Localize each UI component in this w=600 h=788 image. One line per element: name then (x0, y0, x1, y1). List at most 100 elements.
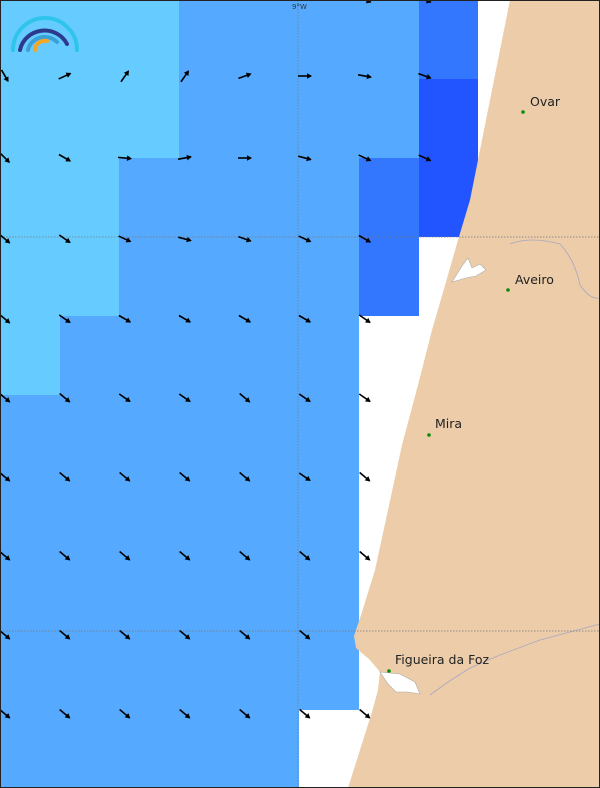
direction-arrow (0, 629, 11, 640)
data-cell (60, 710, 119, 788)
direction-arrow (58, 314, 71, 324)
data-cell (239, 237, 299, 316)
direction-arrow (0, 313, 11, 324)
direction-arrow (239, 392, 251, 403)
direction-arrow (418, 154, 432, 162)
direction-arrow (298, 393, 311, 403)
data-cell (299, 158, 359, 237)
data-cell (60, 237, 119, 316)
direction-arrow (298, 73, 312, 79)
direction-arrow (0, 69, 9, 83)
data-cell (179, 0, 239, 79)
direction-arrow (0, 392, 11, 403)
direction-arrow (238, 314, 252, 323)
city-label: Ovar (530, 94, 561, 109)
data-cell (119, 710, 179, 788)
direction-arrow (358, 154, 372, 162)
data-cell (119, 474, 179, 553)
direction-arrow (179, 708, 191, 719)
data-cell (119, 0, 179, 79)
direction-arrow (118, 314, 132, 323)
direction-arrow (239, 550, 251, 561)
direction-arrow (238, 72, 252, 80)
data-cell (359, 158, 419, 237)
direction-arrow (358, 393, 371, 403)
direction-arrow (119, 708, 131, 719)
meridian-label: 9°W (292, 3, 307, 11)
data-cell (299, 79, 359, 158)
direction-arrow (298, 155, 312, 162)
direction-arrow (298, 235, 312, 243)
data-cells (0, 0, 478, 788)
data-cell (179, 79, 239, 158)
data-cell (359, 237, 419, 316)
direction-arrow (238, 235, 252, 243)
data-cell (239, 632, 299, 710)
city-label: Mira (435, 416, 462, 431)
data-cell (359, 79, 419, 158)
data-cell (239, 0, 299, 79)
direction-arrow (59, 550, 71, 561)
direction-arrow (358, 314, 371, 324)
data-cell (419, 0, 478, 79)
data-cell (0, 395, 60, 474)
city-dot (427, 433, 431, 437)
data-cell (179, 553, 239, 632)
data-cell (239, 158, 299, 237)
direction-arrow (357, 73, 372, 80)
data-cell (60, 158, 119, 237)
direction-arrow (118, 393, 131, 403)
direction-arrow (178, 314, 192, 323)
data-cell (299, 474, 359, 553)
direction-arrow (177, 154, 192, 161)
direction-arrow (299, 708, 311, 719)
data-cell (0, 553, 60, 632)
city-label: Figueira da Foz (395, 652, 490, 667)
data-cell (359, 0, 419, 79)
direction-arrow (238, 155, 252, 161)
river-vouga (509, 239, 600, 299)
data-cell (179, 237, 239, 316)
direction-arrow (58, 234, 71, 244)
data-cell (0, 316, 60, 395)
city-dot (506, 288, 510, 292)
data-cell (299, 0, 359, 79)
data-cell (119, 632, 179, 710)
data-cell (299, 553, 359, 632)
data-cell (60, 474, 119, 553)
data-cell (179, 395, 239, 474)
data-cell (119, 158, 179, 237)
direction-arrow (179, 471, 191, 482)
city-dot (387, 669, 391, 673)
direction-arrow (298, 472, 311, 482)
direction-arrow (180, 70, 190, 83)
data-cell (239, 710, 299, 788)
data-cell (299, 316, 359, 395)
data-cell (60, 632, 119, 710)
direction-arrow (117, 155, 132, 161)
direction-arrow (239, 708, 251, 719)
direction-arrow (118, 235, 132, 243)
direction-arrows (0, 0, 432, 719)
direction-arrow (299, 550, 311, 561)
data-cell (0, 237, 60, 316)
river-mondego (429, 623, 600, 696)
direction-arrow (239, 471, 251, 482)
logo (11, 16, 79, 52)
direction-arrow (59, 471, 71, 482)
data-cell (0, 79, 60, 158)
data-cell (0, 632, 60, 710)
data-cell (179, 632, 239, 710)
direction-arrow (298, 314, 312, 323)
data-cell (179, 710, 239, 788)
direction-arrow (58, 153, 72, 162)
direction-arrow (359, 471, 371, 482)
data-cell (239, 79, 299, 158)
direction-arrow (0, 550, 11, 561)
data-cell (239, 474, 299, 553)
direction-arrow (239, 629, 251, 640)
direction-arrow (359, 550, 371, 561)
data-cell (60, 395, 119, 474)
